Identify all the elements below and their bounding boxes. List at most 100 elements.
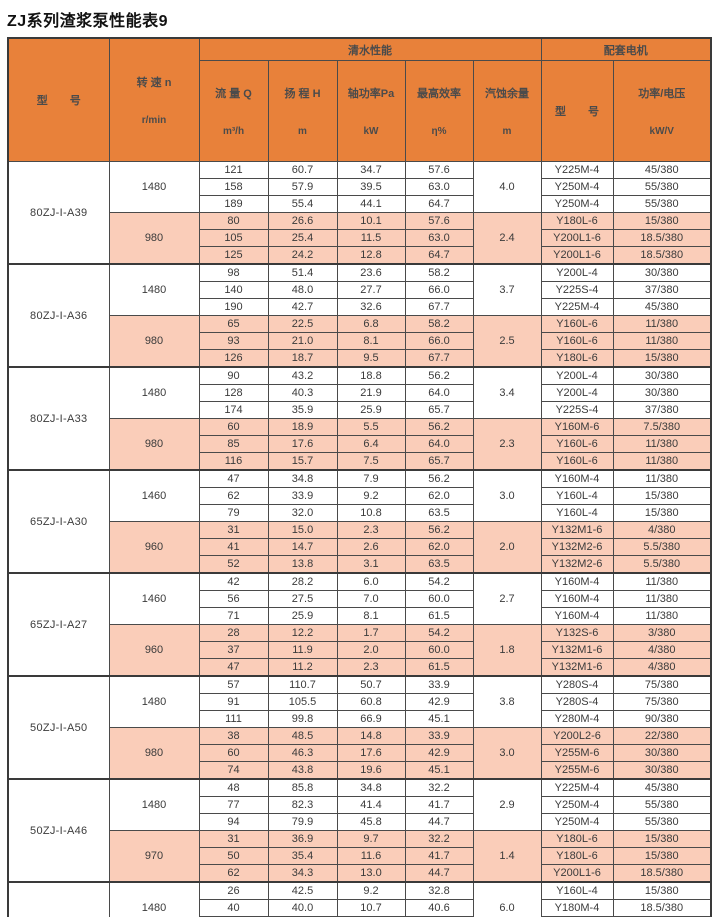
shaft-power-cell: 3.1	[336, 555, 406, 574]
motor-model-cell: Y160L-6	[540, 332, 614, 350]
head-cell: 48.5	[267, 727, 338, 745]
motor-power-cell: 37/380	[612, 401, 712, 419]
header-flow-unit: m³/h	[222, 126, 245, 137]
flow-cell: 189	[198, 195, 269, 213]
motor-power-cell: 18.5/380	[612, 864, 712, 883]
efficiency-cell: 63.0	[404, 229, 474, 247]
table-header: 型 号 转 速 n r/min 清水性能 配套电机 流 量 Q m³/h 扬 程…	[7, 37, 712, 162]
shaft-power-cell: 2.6	[336, 538, 406, 556]
motor-power-cell: 55/380	[612, 178, 712, 196]
motor-model-cell: Y160L-6	[540, 315, 614, 333]
table-row: 65ZJ-I-A27 1460 42 28.2 6.0 54.2 2.7 Y160M-4 11/…	[7, 572, 712, 677]
motor-model-cell: Y160M-4	[540, 607, 614, 625]
header-npsh-label: 汽蚀余量	[485, 88, 529, 100]
efficiency-cell: 57.6	[404, 212, 474, 230]
header-flow-label: 流 量 Q	[215, 88, 252, 100]
head-cell: 15.7	[267, 452, 338, 471]
npsh-cell: 2.9	[472, 778, 542, 831]
header-shaft-power-unit: kW	[363, 126, 379, 137]
table-row: 50ZJ-I-A50 1480 57 110.7 50.7 33.9 3.8 Y280S-4 7…	[7, 675, 712, 780]
efficiency-cell: 58.2	[404, 315, 474, 333]
table-row: 65ZJ-I-A30 1460 47 34.8 7.9 56.2 3.0 Y160M-4 11/…	[7, 469, 712, 574]
motor-model-cell: Y280S-4	[540, 675, 614, 694]
speed-cell: 980	[108, 315, 200, 368]
speed-cell: 980	[108, 727, 200, 780]
motor-model-cell: Y160L-6	[540, 435, 614, 453]
head-cell: 57.9	[267, 178, 338, 196]
efficiency-cell: 65.7	[404, 401, 474, 419]
header-shaft-power-label: 轴功率Pa	[347, 88, 395, 100]
motor-power-cell: 45/380	[612, 778, 712, 797]
efficiency-cell: 56.2	[404, 521, 474, 539]
flow-cell: 47	[198, 469, 269, 488]
table-row: 80ZJ-I-A39 1480 121 60.7 34.7 57.6 4.0 Y225M-4 4…	[7, 161, 712, 265]
shaft-power-cell: 6.0	[336, 572, 406, 591]
npsh-cell: 3.7	[472, 263, 542, 316]
flow-cell: 50	[198, 847, 269, 865]
motor-model-cell: Y200L-4	[540, 366, 614, 385]
efficiency-cell: 64.7	[404, 246, 474, 265]
speed-cell: 1480	[108, 881, 200, 917]
motor-power-cell: 18.5/380	[612, 229, 712, 247]
head-cell: 27.5	[267, 590, 338, 608]
shaft-power-cell: 23.6	[336, 263, 406, 282]
shaft-power-cell: 17.6	[336, 744, 406, 762]
shaft-power-cell: 14.8	[336, 727, 406, 745]
model-cell: 80ZJ-I-A33	[7, 366, 110, 471]
flow-cell: 28	[198, 624, 269, 642]
efficiency-cell: 33.9	[404, 727, 474, 745]
efficiency-cell: 60.0	[404, 641, 474, 659]
motor-power-cell: 22/380	[612, 727, 712, 745]
speed-cell: 960	[108, 624, 200, 677]
motor-model-cell: Y200L1-6	[540, 864, 614, 883]
shaft-power-cell: 5.5	[336, 418, 406, 436]
header-water-group: 清水性能	[198, 37, 542, 61]
head-cell: 25.4	[267, 229, 338, 247]
header-motor-power: 功率/电压 kW/V	[612, 60, 712, 162]
shaft-power-cell: 12.8	[336, 246, 406, 265]
motor-power-cell: 11/380	[612, 315, 712, 333]
motor-model-cell: Y200L1-6	[540, 246, 614, 265]
npsh-cell: 2.7	[472, 572, 542, 625]
table-row: 111 99.8 66.9 45.1 Y280M-4 90/380	[8, 710, 712, 728]
motor-power-cell: 15/380	[612, 504, 712, 522]
head-cell: 35.4	[267, 847, 338, 865]
npsh-cell: 6.0	[472, 881, 542, 917]
speed-cell: 1480	[108, 778, 200, 831]
head-cell: 33.9	[267, 487, 338, 505]
table-row: 980 80 26.6 10.1 57.6 2.4 Y180L-6 15/380	[8, 212, 712, 265]
flow-cell: 94	[198, 813, 269, 831]
head-cell: 26.6	[267, 212, 338, 230]
shaft-power-cell: 9.7	[336, 830, 406, 848]
flow-cell: 56	[198, 590, 269, 608]
motor-power-cell: 15/380	[612, 830, 712, 848]
motor-power-cell: 15/380	[612, 487, 712, 505]
motor-model-cell: Y180L-6	[540, 847, 614, 865]
motor-power-cell: 30/380	[612, 744, 712, 762]
efficiency-cell: 33.9	[404, 675, 474, 694]
head-cell: 42.5	[267, 881, 338, 900]
model-cell: 65ZJ-I-A27	[7, 572, 110, 677]
motor-model-cell: Y180L-6	[540, 349, 614, 368]
shaft-power-cell: 44.1	[336, 195, 406, 213]
header-efficiency-label: 最高效率	[417, 88, 461, 100]
motor-power-cell: 90/380	[612, 710, 712, 728]
efficiency-cell: 62.0	[404, 538, 474, 556]
flow-cell: 116	[198, 452, 269, 471]
efficiency-cell: 44.7	[404, 813, 474, 831]
shaft-power-cell: 8.1	[336, 332, 406, 350]
efficiency-cell: 32.2	[404, 778, 474, 797]
motor-model-cell: Y280M-4	[540, 710, 614, 728]
motor-model-cell: Y225M-4	[540, 161, 614, 179]
motor-model-cell: Y180L-6	[540, 212, 614, 230]
shaft-power-cell: 9.5	[336, 349, 406, 368]
npsh-cell: 2.3	[472, 418, 542, 471]
head-cell: 12.2	[267, 624, 338, 642]
flow-cell: 121	[198, 161, 269, 179]
motor-model-cell: Y132M2-6	[540, 538, 614, 556]
shaft-power-cell: 25.9	[336, 401, 406, 419]
header-sub-row: 流 量 Q m³/h 扬 程 H m 轴功率Pa kW 最高效率 η% 汽蚀余量	[8, 60, 712, 162]
header-model: 型 号	[7, 37, 110, 162]
table-row: 980 60 18.9 5.5 56.2 2.3 Y160M-6 7.5/380	[8, 418, 712, 471]
